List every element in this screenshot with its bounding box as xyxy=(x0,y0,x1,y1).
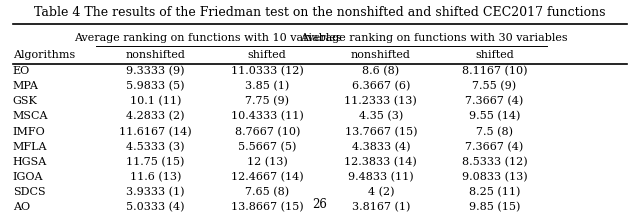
Text: 12.3833 (14): 12.3833 (14) xyxy=(344,157,417,167)
Text: Average ranking on functions with 10 variables: Average ranking on functions with 10 var… xyxy=(74,33,342,43)
Text: 5.5667 (5): 5.5667 (5) xyxy=(238,142,296,152)
Text: 9.55 (14): 9.55 (14) xyxy=(468,111,520,122)
Text: 6.3667 (6): 6.3667 (6) xyxy=(351,81,410,91)
Text: shifted: shifted xyxy=(475,50,514,60)
Text: 8.7667 (10): 8.7667 (10) xyxy=(234,127,300,137)
Text: 4 (2): 4 (2) xyxy=(367,187,394,197)
Text: Algorithms: Algorithms xyxy=(13,50,75,60)
Text: 3.9333 (1): 3.9333 (1) xyxy=(126,187,184,197)
Text: 8.5333 (12): 8.5333 (12) xyxy=(461,157,527,167)
Text: 8.25 (11): 8.25 (11) xyxy=(468,187,520,197)
Text: 13.7667 (15): 13.7667 (15) xyxy=(344,127,417,137)
Text: MFLA: MFLA xyxy=(13,142,47,152)
Text: 7.55 (9): 7.55 (9) xyxy=(472,81,516,91)
Text: 11.2333 (13): 11.2333 (13) xyxy=(344,96,417,106)
Text: MSCA: MSCA xyxy=(13,111,48,121)
Text: 7.5 (8): 7.5 (8) xyxy=(476,127,513,137)
Text: 4.3833 (4): 4.3833 (4) xyxy=(351,142,410,152)
Text: 7.3667 (4): 7.3667 (4) xyxy=(465,142,524,152)
Text: 13.8667 (15): 13.8667 (15) xyxy=(231,202,303,212)
Text: 9.0833 (13): 9.0833 (13) xyxy=(461,172,527,182)
Text: 9.85 (15): 9.85 (15) xyxy=(468,202,520,212)
Text: 11.0333 (12): 11.0333 (12) xyxy=(231,66,303,76)
Text: 7.65 (8): 7.65 (8) xyxy=(245,187,289,197)
Text: 7.3667 (4): 7.3667 (4) xyxy=(465,96,524,106)
Text: MPA: MPA xyxy=(13,81,38,91)
Text: 4.35 (3): 4.35 (3) xyxy=(358,111,403,122)
Text: nonshifted: nonshifted xyxy=(351,50,411,60)
Text: 7.75 (9): 7.75 (9) xyxy=(245,96,289,106)
Text: HGSA: HGSA xyxy=(13,157,47,167)
Text: 11.6167 (14): 11.6167 (14) xyxy=(119,127,191,137)
Text: 9.3333 (9): 9.3333 (9) xyxy=(126,66,184,76)
Text: SDCS: SDCS xyxy=(13,187,45,197)
Text: 9.4833 (11): 9.4833 (11) xyxy=(348,172,413,182)
Text: AO: AO xyxy=(13,202,30,212)
Text: 12 (13): 12 (13) xyxy=(247,157,287,167)
Text: 11.6 (13): 11.6 (13) xyxy=(129,172,181,182)
Text: 12.4667 (14): 12.4667 (14) xyxy=(231,172,303,182)
Text: 10.4333 (11): 10.4333 (11) xyxy=(231,111,303,122)
Text: 5.0333 (4): 5.0333 (4) xyxy=(126,202,184,212)
Text: 4.5333 (3): 4.5333 (3) xyxy=(126,142,184,152)
Text: 8.1167 (10): 8.1167 (10) xyxy=(461,66,527,76)
Text: 5.9833 (5): 5.9833 (5) xyxy=(126,81,184,91)
Text: 10.1 (11): 10.1 (11) xyxy=(129,96,181,106)
Text: IMFO: IMFO xyxy=(13,127,45,137)
Text: 8.6 (8): 8.6 (8) xyxy=(362,66,399,76)
Text: IGOA: IGOA xyxy=(13,172,44,182)
Text: Table 4 The results of the Friedman test on the nonshifted and shifted CEC2017 f: Table 4 The results of the Friedman test… xyxy=(35,6,605,19)
Text: 3.8167 (1): 3.8167 (1) xyxy=(351,202,410,212)
Text: Average ranking on functions with 30 variables: Average ranking on functions with 30 var… xyxy=(300,33,568,43)
Text: shifted: shifted xyxy=(248,50,287,60)
Text: 3.85 (1): 3.85 (1) xyxy=(245,81,289,91)
Text: EO: EO xyxy=(13,66,30,76)
Text: 11.75 (15): 11.75 (15) xyxy=(126,157,184,167)
Text: 26: 26 xyxy=(312,198,328,211)
Text: nonshifted: nonshifted xyxy=(125,50,185,60)
Text: GSK: GSK xyxy=(13,96,38,106)
Text: 4.2833 (2): 4.2833 (2) xyxy=(126,111,184,122)
